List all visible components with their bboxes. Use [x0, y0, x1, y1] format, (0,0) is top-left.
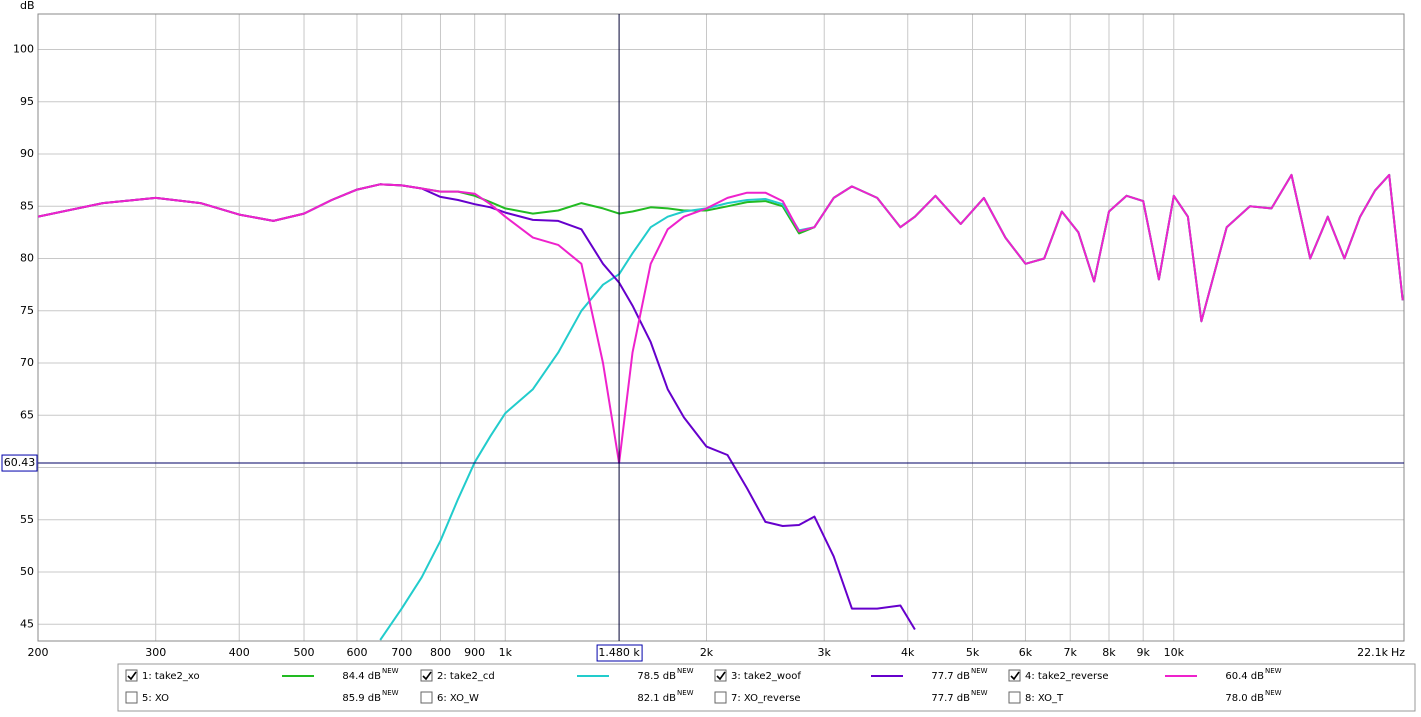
- x-tick-label: 200: [28, 646, 49, 659]
- x-tick-label: 10k: [1164, 646, 1185, 659]
- legend-checkbox[interactable]: [714, 669, 727, 682]
- legend-badge: NEW: [677, 689, 694, 697]
- series-line: [38, 173, 1404, 464]
- legend-readout: 78.0 dB: [1225, 693, 1264, 704]
- y-tick-label: 85: [20, 199, 34, 212]
- legend-badge: NEW: [1265, 689, 1282, 697]
- legend-checkbox[interactable]: [1008, 691, 1021, 704]
- y-tick-label: 65: [20, 408, 34, 421]
- y-tick-label: 50: [20, 565, 34, 578]
- y-axis-label: dB: [20, 0, 35, 12]
- cursor-y-box: [1, 454, 38, 472]
- cursor-y-label: 60.43: [4, 456, 36, 469]
- y-tick-label: 95: [20, 95, 34, 108]
- legend-name: 8: XO_T: [1025, 693, 1064, 704]
- legend-check: [1010, 671, 1020, 681]
- legend-readout: 60.4 dB: [1225, 671, 1264, 682]
- legend-check: [127, 671, 137, 681]
- x-tick-label: 400: [229, 646, 250, 659]
- x-tick-label: 9k: [1136, 646, 1150, 659]
- y-tick-label: 45: [20, 617, 34, 630]
- x-tick-label: 700: [391, 646, 412, 659]
- y-tick-label: 55: [20, 513, 34, 526]
- legend-check: [422, 671, 432, 681]
- x-tick-label: 8k: [1102, 646, 1116, 659]
- x-tick-label: 6k: [1019, 646, 1033, 659]
- legend-badge: NEW: [677, 667, 694, 675]
- legend-name: 4: take2_reverse: [1025, 671, 1109, 682]
- legend-readout: 82.1 dB: [637, 693, 676, 704]
- plot-frame: [37, 13, 1405, 642]
- y-tick-label: 90: [20, 147, 34, 160]
- x-tick-label: 4k: [901, 646, 915, 659]
- legend-name: 5: XO: [142, 693, 169, 704]
- legend-readout: 85.9 dB: [342, 693, 381, 704]
- legend-checkbox[interactable]: [420, 691, 433, 704]
- x-tick-label: 300: [145, 646, 166, 659]
- legend-readout: 77.7 dB: [931, 693, 970, 704]
- cursor-x-label: 1.480 k: [598, 646, 640, 659]
- y-tick-label: 80: [20, 252, 34, 265]
- legend-readout: 78.5 dB: [637, 671, 676, 682]
- plot-area: [38, 173, 1404, 641]
- legend-checkbox[interactable]: [1008, 669, 1021, 682]
- x-tick-label: 800: [430, 646, 451, 659]
- x-tick-label: 5k: [966, 646, 980, 659]
- x-tick-label: 22.1k: [1357, 646, 1388, 659]
- x-tick-label: 7k: [1064, 646, 1078, 659]
- legend-readout: 77.7 dB: [931, 671, 970, 682]
- legend-badge: NEW: [1265, 667, 1282, 675]
- x-tick-label: 600: [346, 646, 367, 659]
- y-tick-label: 75: [20, 304, 34, 317]
- x-tick-label: 3k: [818, 646, 832, 659]
- legend-name: 1: take2_xo: [142, 671, 200, 682]
- legend-box: [117, 663, 1416, 712]
- legend-badge: NEW: [971, 667, 988, 675]
- legend-checkbox[interactable]: [714, 691, 727, 704]
- x-tick-label: 2k: [700, 646, 714, 659]
- legend-checkbox[interactable]: [125, 691, 138, 704]
- legend-checkbox[interactable]: [125, 669, 138, 682]
- legend-name: 2: take2_cd: [437, 671, 495, 682]
- legend-name: 6: XO_W: [437, 693, 479, 704]
- x-tick-label: 900: [464, 646, 485, 659]
- legend-badge: NEW: [382, 689, 399, 697]
- legend-name: 7: XO_reverse: [731, 693, 801, 704]
- x-tick-label: 500: [294, 646, 315, 659]
- legend-check: [716, 671, 726, 681]
- y-tick-label: 70: [20, 356, 34, 369]
- legend-readout: 84.4 dB: [342, 671, 381, 682]
- x-axis-label: Hz: [1391, 646, 1405, 659]
- y-tick-label: 100: [13, 43, 34, 56]
- legend-badge: NEW: [971, 689, 988, 697]
- legend-badge: NEW: [382, 667, 399, 675]
- cursor-x-box: [596, 644, 643, 662]
- x-tick-label: 1k: [499, 646, 513, 659]
- legend-name: 3: take2_woof: [731, 671, 801, 682]
- legend-checkbox[interactable]: [420, 669, 433, 682]
